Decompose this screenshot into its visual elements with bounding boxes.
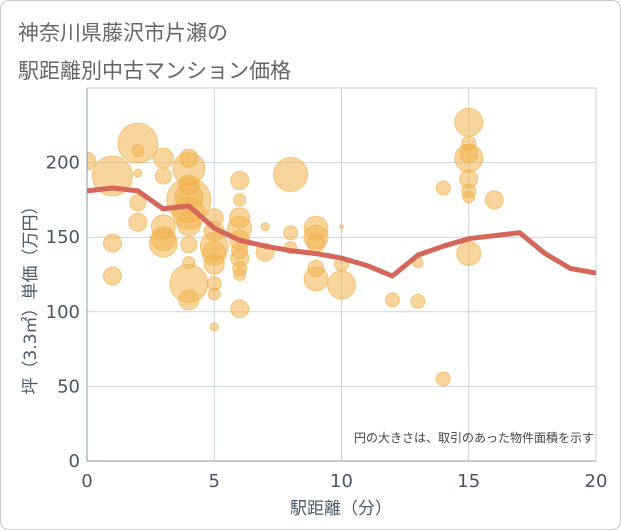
chart-title-line-1: 神奈川県藤沢市片瀬の (18, 21, 228, 45)
bubble-point (462, 190, 476, 204)
bubble-point (384, 292, 400, 308)
y-tick-label-100: 100 (46, 302, 80, 323)
bubble-series (87, 107, 504, 387)
bubble-point (307, 259, 325, 278)
bubble-point (454, 107, 484, 137)
bubble-point (306, 233, 326, 253)
x-tick-label-5: 5 (209, 471, 220, 492)
axes (86, 88, 596, 462)
bubble-point (117, 122, 159, 164)
bubble-point (410, 293, 426, 309)
bubble-point (128, 212, 148, 232)
bubble-point (230, 171, 250, 191)
x-axis-title: 駅距離（分） (290, 499, 392, 519)
bubble-point (180, 236, 198, 254)
bubble-point (152, 147, 174, 169)
bubble-point (260, 222, 270, 232)
bubble-point (203, 253, 225, 275)
trend-line-series (87, 185, 596, 279)
x-tick-label-10: 10 (330, 471, 353, 492)
bubble-point (233, 268, 247, 281)
bubble-point (339, 224, 344, 230)
bubble-point (209, 322, 219, 332)
bubble-point (273, 157, 309, 193)
bubble-point (435, 371, 451, 387)
bubble-point (133, 168, 143, 178)
bubble-point (233, 193, 247, 207)
bubble-point (178, 174, 200, 196)
bubble-point (327, 270, 356, 300)
x-tick-label-0: 0 (81, 471, 92, 492)
bubble-point (230, 299, 250, 319)
x-tick-label-20: 20 (585, 471, 608, 492)
bubble-point (179, 148, 199, 168)
bubble-point (91, 155, 133, 197)
chart-title-line-2: 駅距離別中古マンション価格 (18, 59, 291, 83)
bubble-point (231, 242, 249, 260)
bubble-point (229, 207, 251, 229)
bubble-point (102, 233, 122, 253)
bubble-point (131, 144, 145, 158)
bubble-point (435, 180, 451, 196)
y-tick-label-0: 0 (69, 451, 80, 472)
bubble-point (87, 151, 97, 171)
bubble-point (484, 190, 504, 210)
bubble-point (154, 167, 172, 185)
y-axis-title: 坪（3.3㎡）単価（万円） (21, 197, 41, 394)
bubble-point (207, 287, 221, 301)
x-tick-label-15: 15 (457, 471, 480, 492)
y-tick-label-50: 50 (57, 376, 80, 397)
average-price-line (87, 185, 596, 279)
bubble-point (102, 266, 122, 286)
bubble-point (150, 226, 176, 252)
bubble-size-note: 円の大きさは、取引のあった物件面積を示す (354, 430, 594, 445)
bubble-point (283, 225, 299, 241)
bubble-point (461, 135, 477, 151)
bubble-point (176, 211, 202, 237)
bubble-point (178, 289, 200, 311)
bubble-point (129, 194, 147, 212)
bubble-point (456, 241, 482, 267)
bubble-point (182, 256, 196, 270)
y-tick-label-150: 150 (46, 227, 80, 248)
y-tick-label-200: 200 (46, 153, 80, 174)
